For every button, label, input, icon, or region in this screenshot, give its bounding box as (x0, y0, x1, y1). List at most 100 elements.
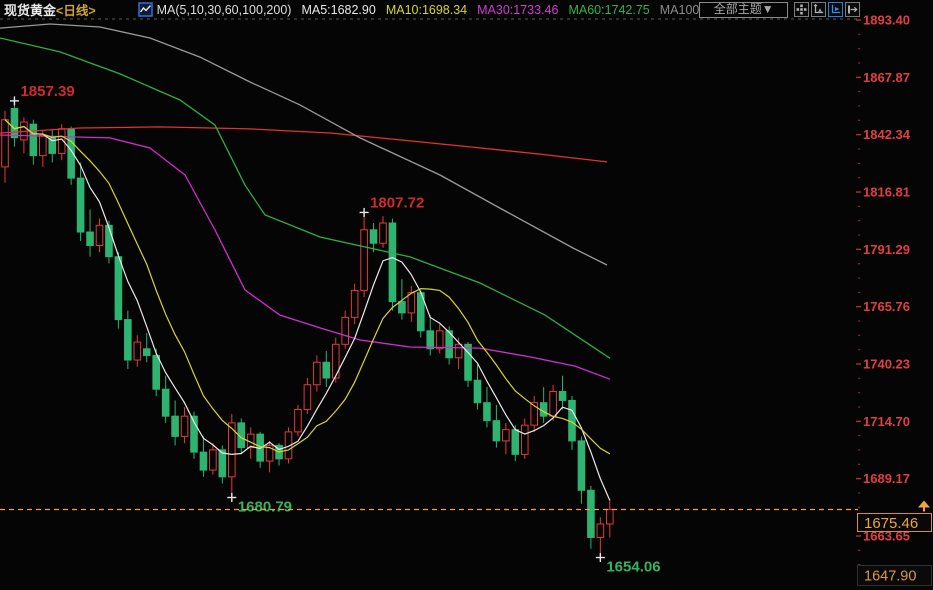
candle (171, 400, 179, 446)
collapse-right-icon[interactable] (845, 2, 860, 17)
candle (350, 283, 359, 325)
candle (407, 285, 416, 322)
candlestick-series (1, 100, 614, 558)
candle (445, 326, 453, 365)
candle (577, 436, 586, 504)
candle (379, 216, 387, 248)
high-annotation: 1807.72 (359, 194, 424, 217)
ma-line-ma100 (0, 23, 608, 266)
ma-line-ma200 (0, 126, 608, 163)
axis-price-label: 1663.65 (863, 528, 910, 543)
axis-price-label: 1765.76 (863, 299, 910, 314)
candle (76, 162, 85, 241)
candle (322, 351, 331, 387)
ma-line-ma60 (0, 37, 611, 359)
candle (39, 130, 47, 167)
low-price-label: 1680.79 (238, 499, 292, 516)
ma-values: MA5:1682.90 MA10:1698.34 MA30:1733.46 MA60:… (291, 3, 699, 17)
symbol-title: 现货黄金 (4, 3, 57, 18)
candle (539, 386, 548, 423)
candle (209, 443, 217, 475)
axis-price-label: 1842.34 (863, 127, 911, 142)
current-price-marker: 1675.46 (0, 500, 932, 532)
axis-price-label: 1867.87 (863, 70, 910, 85)
candle (190, 411, 198, 459)
axis-price-label: 1893.40 (863, 13, 910, 28)
period-label[interactable]: <日线> (56, 4, 96, 18)
candle (435, 324, 444, 354)
candle (265, 440, 274, 473)
candle (284, 427, 293, 464)
ma100-value: MA100 (659, 2, 700, 17)
candle (29, 119, 38, 165)
candle (48, 128, 57, 163)
chart-type-icon[interactable] (137, 2, 153, 17)
candle (464, 342, 472, 387)
chart-toolbar (794, 2, 860, 17)
price-axis: 1893.40 1867.87 1842.34 1816.81 1791.29 1765.… (856, 13, 932, 586)
candle (199, 436, 208, 477)
ma-line-ma30 (0, 134, 611, 380)
high-annotation: 1857.39 (9, 83, 75, 106)
candle (105, 220, 113, 264)
price-up-arrow-icon (918, 500, 930, 508)
pan-move-icon[interactable] (794, 2, 809, 17)
current-price-box (857, 512, 932, 532)
candle (237, 418, 246, 455)
candle (142, 333, 151, 363)
axis-price-label: 1816.81 (863, 185, 910, 200)
candle (161, 375, 170, 423)
candle (10, 100, 19, 147)
high-price-label: 1857.39 (20, 83, 74, 100)
candle (502, 422, 510, 455)
candle (152, 348, 160, 396)
ma-line-ma10 (4, 119, 611, 455)
low-annotation: 1654.06 (595, 553, 661, 576)
candle (360, 212, 368, 298)
low-annotation: 1680.79 (227, 493, 292, 516)
candle (218, 445, 227, 484)
candle (520, 418, 529, 459)
candle (294, 404, 302, 437)
candle (388, 218, 397, 311)
axis-price-label: 1791.29 (863, 242, 910, 257)
chart-header: 现货黄金 <日线> MA(5,10,30,60,100,200) MA5:1682… (0, 0, 933, 19)
candle (369, 223, 378, 253)
candle (558, 375, 567, 410)
axis-pointer-icon[interactable] (828, 2, 843, 17)
high-price-label: 1807.72 (370, 194, 424, 211)
candle (313, 355, 321, 392)
candle (303, 377, 312, 414)
candle (275, 443, 283, 466)
candle (530, 395, 539, 432)
theme-selector-button[interactable]: 全部主题▼ (699, 1, 788, 18)
axis-price-label: 1689.17 (863, 471, 910, 486)
candle (256, 431, 264, 468)
candle (398, 279, 406, 320)
axis-price-label: 1740.23 (863, 357, 910, 372)
axis-bottom-label: 1647.90 (864, 569, 916, 585)
candle (483, 386, 491, 428)
candle (180, 407, 189, 444)
low-price-label: 1654.06 (606, 559, 660, 576)
candle (341, 310, 349, 349)
ma5-value: MA5:1682.90 (301, 2, 376, 17)
current-price-label: 1675.46 (864, 515, 918, 532)
candle (473, 364, 482, 410)
ma-line-ma5 (4, 119, 611, 501)
candle (587, 485, 595, 549)
candle (426, 315, 435, 356)
candle (124, 310, 132, 370)
candle (95, 218, 104, 253)
candle (596, 517, 605, 558)
axis-bottom-box (857, 565, 932, 586)
ma30-value: MA30:1733.46 (477, 2, 559, 17)
ma60-value: MA60:1742.75 (568, 2, 650, 17)
candle (67, 126, 75, 185)
candle (133, 335, 142, 367)
ma-settings-label[interactable]: MA(5,10,30,60,100,200) (156, 2, 292, 17)
axis-scale-icon[interactable] (811, 2, 826, 17)
candle (492, 404, 501, 448)
